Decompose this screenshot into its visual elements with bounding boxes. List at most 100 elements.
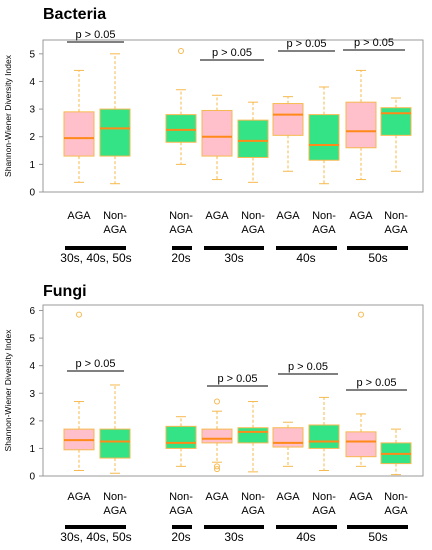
category-label-cont: AGA — [103, 224, 127, 236]
outlier-point — [76, 311, 82, 318]
y-axis-label: Shannon-Wiener Diversity Index — [3, 329, 13, 452]
box-iqr — [345, 431, 377, 458]
box-iqr — [63, 111, 95, 157]
outlier-point — [214, 466, 220, 473]
outlier-point — [214, 398, 220, 405]
box-plot-nonaga: Non- AGA — [380, 428, 412, 517]
category-label-cont: AGA — [384, 505, 408, 517]
box-iqr — [165, 114, 197, 143]
category-label: AGA — [276, 491, 300, 503]
box-iqr — [237, 427, 269, 444]
group-label: 50s — [368, 251, 387, 265]
category-label: Non- — [169, 491, 193, 503]
box-iqr — [201, 109, 233, 157]
y-axis-label: Shannon-Wiener Diversity Index — [3, 54, 13, 177]
y-tick-label: 2 — [29, 416, 35, 427]
group-label: 40s — [296, 251, 315, 265]
plot-frame — [42, 304, 424, 477]
category-label: AGA — [67, 491, 91, 503]
category-label: AGA — [67, 210, 91, 222]
category-label: AGA — [205, 210, 229, 222]
box-iqr — [272, 427, 304, 448]
category-label: AGA — [349, 491, 373, 503]
p-value-label: p > 0.05 — [212, 47, 252, 59]
category-label-cont: AGA — [169, 505, 193, 517]
y-tick-label: 4 — [29, 77, 35, 88]
group-label: 30s — [224, 530, 243, 544]
category-label: Non- — [241, 210, 265, 222]
box-plot-aga: AGA — [272, 421, 304, 503]
plot-frame — [42, 39, 424, 193]
category-label: Non- — [312, 210, 336, 222]
y-tick-label: 0 — [29, 188, 35, 199]
y-tick-label: 5 — [29, 334, 35, 345]
group-label: 20s — [171, 530, 190, 544]
y-tick-label: 4 — [29, 361, 35, 372]
box-plot-nonaga: Non- AGA — [237, 401, 269, 517]
box-iqr — [272, 103, 304, 136]
group-label: 40s — [296, 530, 315, 544]
category-label: Non- — [169, 210, 193, 222]
box-iqr — [201, 428, 233, 444]
group-label: 50s — [368, 530, 387, 544]
box-plot-aga: AGA — [63, 311, 95, 503]
p-value-label: p > 0.05 — [354, 37, 394, 49]
box-plot-aga: AGA — [272, 96, 304, 222]
y-tick-label: 1 — [29, 160, 35, 171]
box-iqr — [99, 428, 131, 459]
box-iqr — [345, 101, 377, 149]
fungi-panel: Fungi Shannon-Wiener Diversity Index 0 1 2 3 4… — [3, 283, 424, 544]
box-iqr — [308, 114, 340, 161]
box-iqr — [99, 108, 131, 157]
p-value-label: p > 0.05 — [356, 377, 396, 389]
p-value-label: p > 0.05 — [286, 38, 326, 50]
panel-title: Bacteria — [43, 6, 106, 23]
y-tick-label: 0 — [29, 472, 35, 483]
group-label: 20s — [171, 251, 190, 265]
group-label: 30s — [224, 251, 243, 265]
category-label-cont: AGA — [384, 224, 408, 236]
bacteria-panel: Bacteria Shannon-Wiener Diversity Index 0 1… — [3, 6, 424, 265]
p-value-label: p > 0.05 — [217, 373, 257, 385]
box-plot-aga: AGA — [201, 94, 233, 222]
box-iqr — [380, 107, 412, 136]
category-label-cont: AGA — [169, 224, 193, 236]
category-label: Non- — [384, 491, 408, 503]
category-label-cont: AGA — [312, 505, 336, 517]
box-plot-aga: AGA — [345, 69, 377, 222]
y-tick-label: 5 — [29, 49, 35, 60]
box-plot-nonaga: Non- AGA — [99, 53, 131, 236]
y-tick-label: 3 — [29, 389, 35, 400]
p-value-label: p > 0.05 — [75, 29, 115, 41]
category-label: AGA — [205, 491, 229, 503]
group-label: 30s, 40s, 50s — [60, 251, 131, 265]
box-iqr — [237, 119, 269, 158]
group-label: 30s, 40s, 50s — [60, 530, 131, 544]
box-plot-nonaga: Non- AGA — [308, 86, 340, 236]
box-plot-nonaga: Non- AGA — [308, 396, 340, 517]
category-label: AGA — [276, 210, 300, 222]
y-tick-label: 1 — [29, 444, 35, 455]
box-plot-nonaga: Non- AGA — [165, 48, 197, 236]
box-plot-nonaga: Non- AGA — [237, 101, 269, 236]
box-plot-nonaga: Non- AGA — [99, 384, 131, 517]
panel-title: Fungi — [43, 283, 87, 300]
outlier-point — [214, 463, 220, 470]
box-plot-aga: AGA — [345, 311, 377, 503]
outlier-point — [178, 48, 184, 55]
box-plot-aga: AGA — [63, 69, 95, 222]
outlier-point — [358, 311, 364, 318]
category-label: AGA — [349, 210, 373, 222]
category-label: Non- — [312, 491, 336, 503]
box-plot-aga: AGA — [201, 398, 233, 503]
y-tick-label: 2 — [29, 132, 35, 143]
category-label: Non- — [384, 210, 408, 222]
y-tick-label: 6 — [29, 306, 35, 317]
category-label: Non- — [103, 210, 127, 222]
box-plot-nonaga: Non- AGA — [165, 416, 197, 517]
box-iqr — [308, 424, 340, 449]
y-tick-label: 3 — [29, 105, 35, 116]
category-label-cont: AGA — [241, 224, 265, 236]
category-label-cont: AGA — [103, 505, 127, 517]
